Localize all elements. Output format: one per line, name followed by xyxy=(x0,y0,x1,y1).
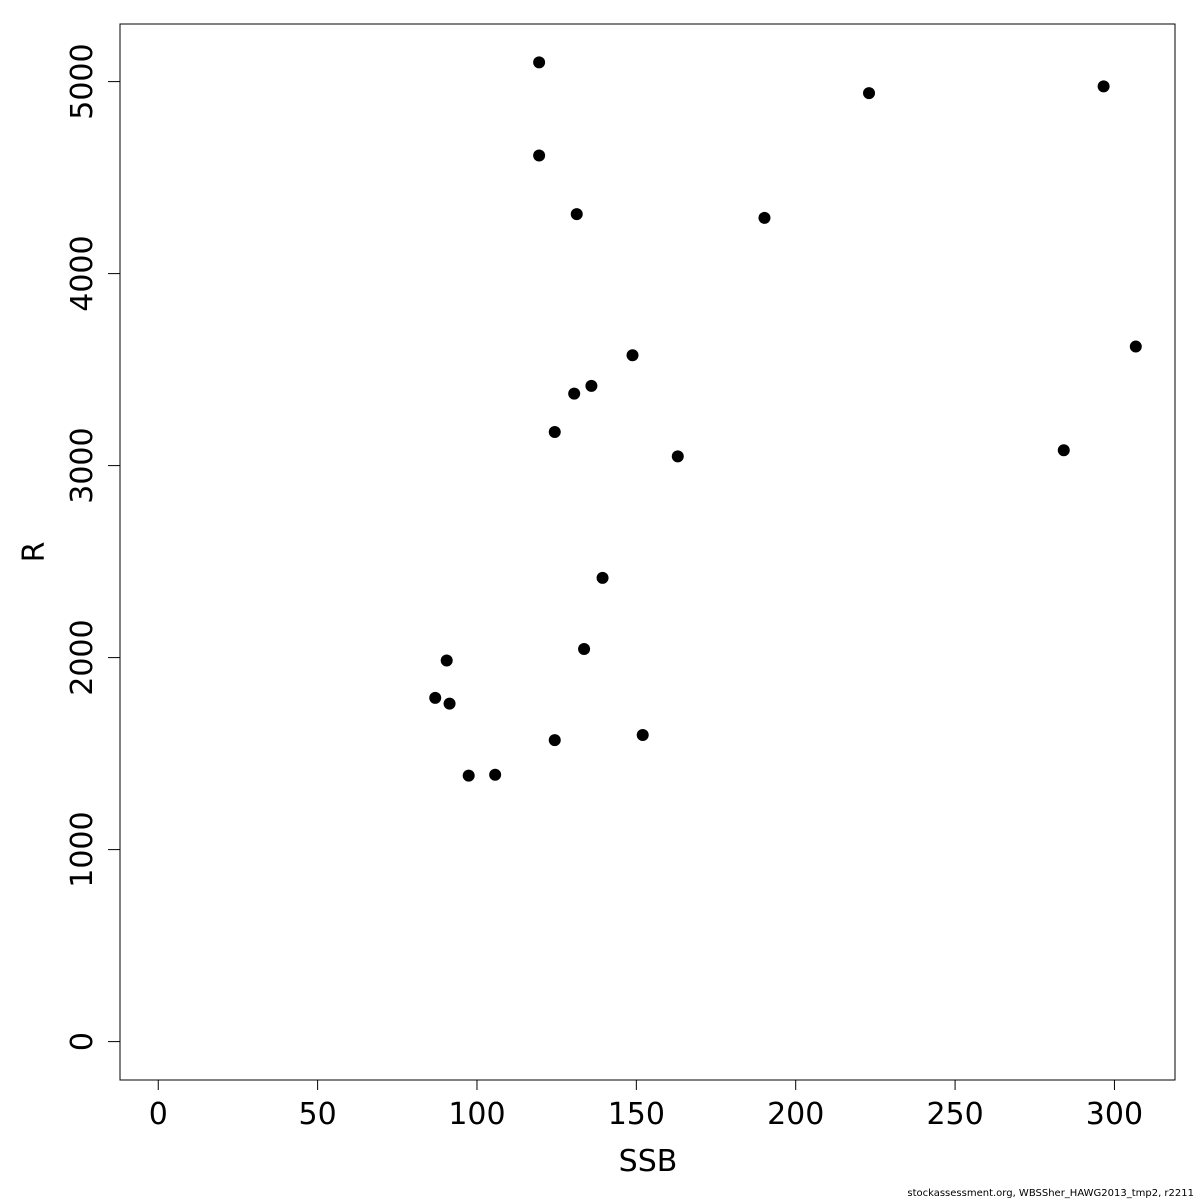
y-axis: 0 1000 2000 3000 4000 5000 xyxy=(65,43,121,1051)
data-point xyxy=(1057,444,1070,457)
y-axis-label: R xyxy=(17,542,52,563)
plot-frame xyxy=(119,23,1176,1081)
y-tick-label: 5000 xyxy=(65,43,100,119)
data-point xyxy=(548,426,561,438)
data-point xyxy=(863,87,876,100)
data-point xyxy=(636,728,649,741)
x-tick-label: 50 xyxy=(299,1097,337,1132)
x-tick-label: 300 xyxy=(1086,1097,1143,1132)
x-tick-label: 200 xyxy=(767,1097,824,1132)
data-point xyxy=(489,768,502,781)
x-tick-label: 250 xyxy=(926,1097,983,1132)
footer-credit: stockassessment.org, WBSSher_HAWG2013_tm… xyxy=(907,1188,1194,1199)
data-point xyxy=(671,450,684,463)
data-point xyxy=(758,211,771,224)
data-point xyxy=(626,349,639,362)
data-point xyxy=(1129,340,1142,353)
data-point xyxy=(443,697,456,710)
data-point xyxy=(462,769,475,782)
x-tick-label: 0 xyxy=(149,1097,168,1132)
y-tick-label: 4000 xyxy=(65,235,100,311)
y-tick-label: 0 xyxy=(65,1032,100,1051)
data-point xyxy=(440,654,453,667)
data-point xyxy=(568,387,581,400)
data-point xyxy=(429,691,442,704)
x-axis: 0 50 100 150 200 250 300 xyxy=(149,1079,1143,1132)
x-tick-label: 150 xyxy=(608,1097,665,1132)
x-axis-label: SSB xyxy=(619,1144,678,1179)
data-point xyxy=(570,208,583,221)
y-tick-label: 3000 xyxy=(65,427,100,503)
data-point xyxy=(596,571,609,584)
data-point xyxy=(585,379,598,392)
x-tick-label: 100 xyxy=(448,1097,505,1132)
y-tick-label: 1000 xyxy=(65,811,100,887)
data-point xyxy=(533,149,546,162)
data-point xyxy=(578,642,591,655)
data-point xyxy=(533,56,546,69)
data-points xyxy=(429,56,1142,782)
data-point xyxy=(548,734,561,747)
y-tick-label: 2000 xyxy=(65,619,100,695)
data-point xyxy=(1097,80,1110,93)
